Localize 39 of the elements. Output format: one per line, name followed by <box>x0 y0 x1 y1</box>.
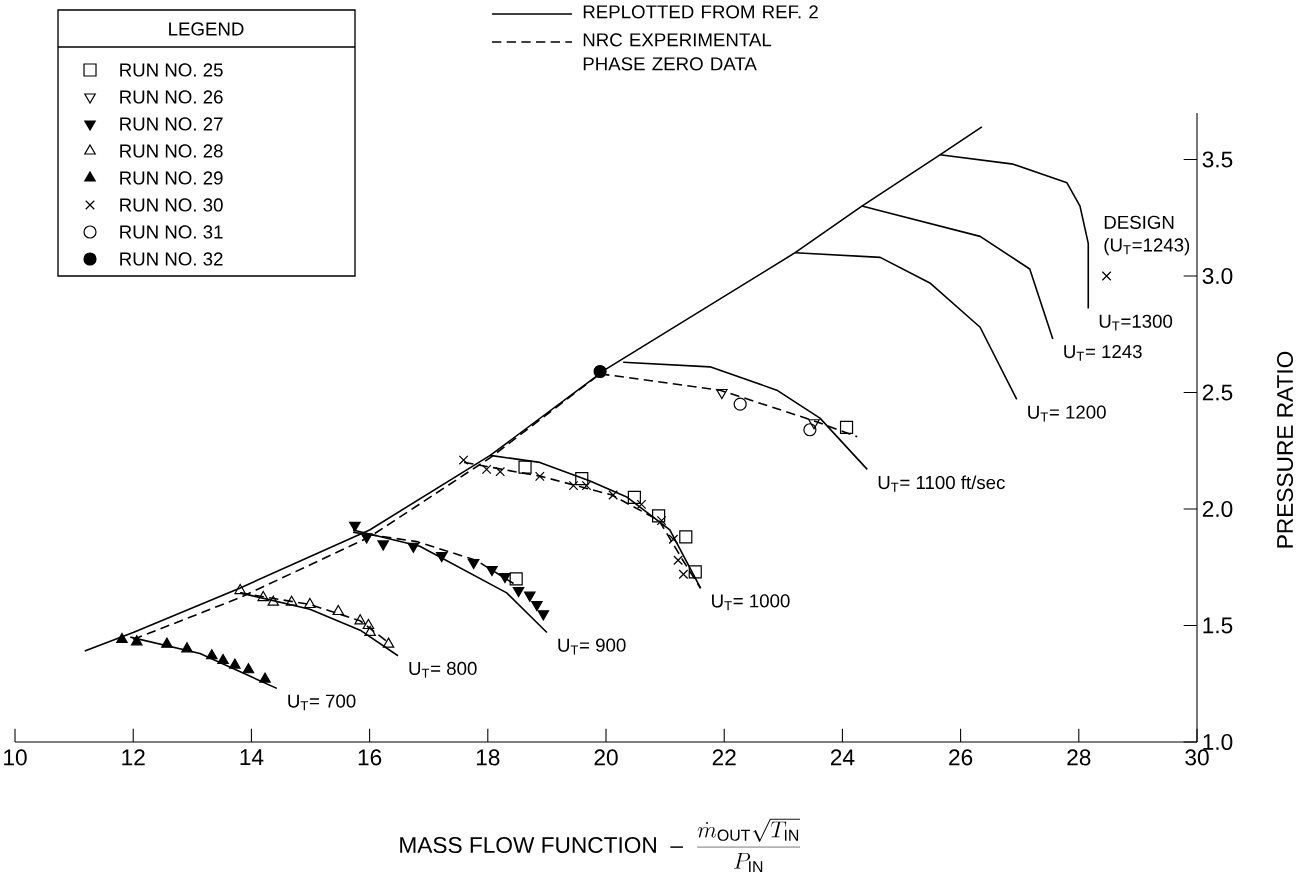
x-tick-label: 10 <box>4 749 27 766</box>
legend-label: RUN NO. 30 <box>120 198 223 212</box>
x-tick-label: 16 <box>358 749 382 766</box>
annotation: U$_{T}$= 1200 <box>1028 405 1106 422</box>
annotation: U$_{T}$= 1100 ft/sec <box>878 475 1005 492</box>
legend-label: RUN NO. 25 <box>120 63 223 77</box>
x-tick-label: 22 <box>712 749 736 766</box>
annotation: U$_{T}$= 1000 <box>712 594 790 611</box>
legend-label: RUN NO. 26 <box>120 90 223 104</box>
x-tick-label: 24 <box>830 749 855 766</box>
legend-label: RUN NO. 29 <box>120 171 223 185</box>
annotation: U$_{T}$= 800 <box>409 661 477 678</box>
annotation: DESIGN (U$_{T}$=1243) <box>1104 215 1190 256</box>
legend-title: LEGEND <box>169 22 244 36</box>
annotation: U$_{T}$= 700 <box>288 694 356 711</box>
y-tick-label: 1.5 <box>1203 617 1233 634</box>
legend-label: RUN NO. 31 <box>120 225 223 239</box>
legend-label: RUN NO. 28 <box>120 144 223 158</box>
x-tick-label: 14 <box>240 749 264 765</box>
y-tick-label: 1.0 <box>1203 733 1233 751</box>
x-tick-label: 26 <box>949 749 973 766</box>
legend-label: REPLOTTED FROM REF. 2 <box>583 5 818 19</box>
annotation: U$_{T}$= 900 <box>558 638 626 655</box>
annotation: U$_{T}$= 1243 <box>1064 344 1142 361</box>
y-tick-label: 2.5 <box>1202 384 1233 401</box>
legend-label: RUN NO. 27 <box>120 117 223 131</box>
y-axis-title: PRESSURE RATIO <box>1276 351 1294 548</box>
y-tick-label: 3.0 <box>1202 267 1233 285</box>
legend-label: NRC EXPERIMENTAL PHASE ZERO DATA <box>583 33 772 71</box>
x-tick-label: 12 <box>122 749 145 766</box>
y-tick-label: 2.0 <box>1202 500 1233 518</box>
x-axis-title: $\mbox{MASS FLOW FUNCTION \ -- \ }\frac{\dot{m}_{\mathrm{OUT}}\sqrt{T_{\mathrm{IN}}}}{P_{\mathrm{IN}}}$ <box>400 818 801 873</box>
y-tick-label: 3.5 <box>1202 151 1233 168</box>
annotation: U$_{T}$=1300 <box>1099 314 1173 331</box>
x-tick-label: 30 <box>1185 749 1209 766</box>
legend-label: RUN NO. 32 <box>120 252 223 266</box>
x-tick-label: 20 <box>594 749 618 766</box>
x-tick-label: 28 <box>1067 749 1091 766</box>
x-tick-label: 18 <box>476 749 500 766</box>
